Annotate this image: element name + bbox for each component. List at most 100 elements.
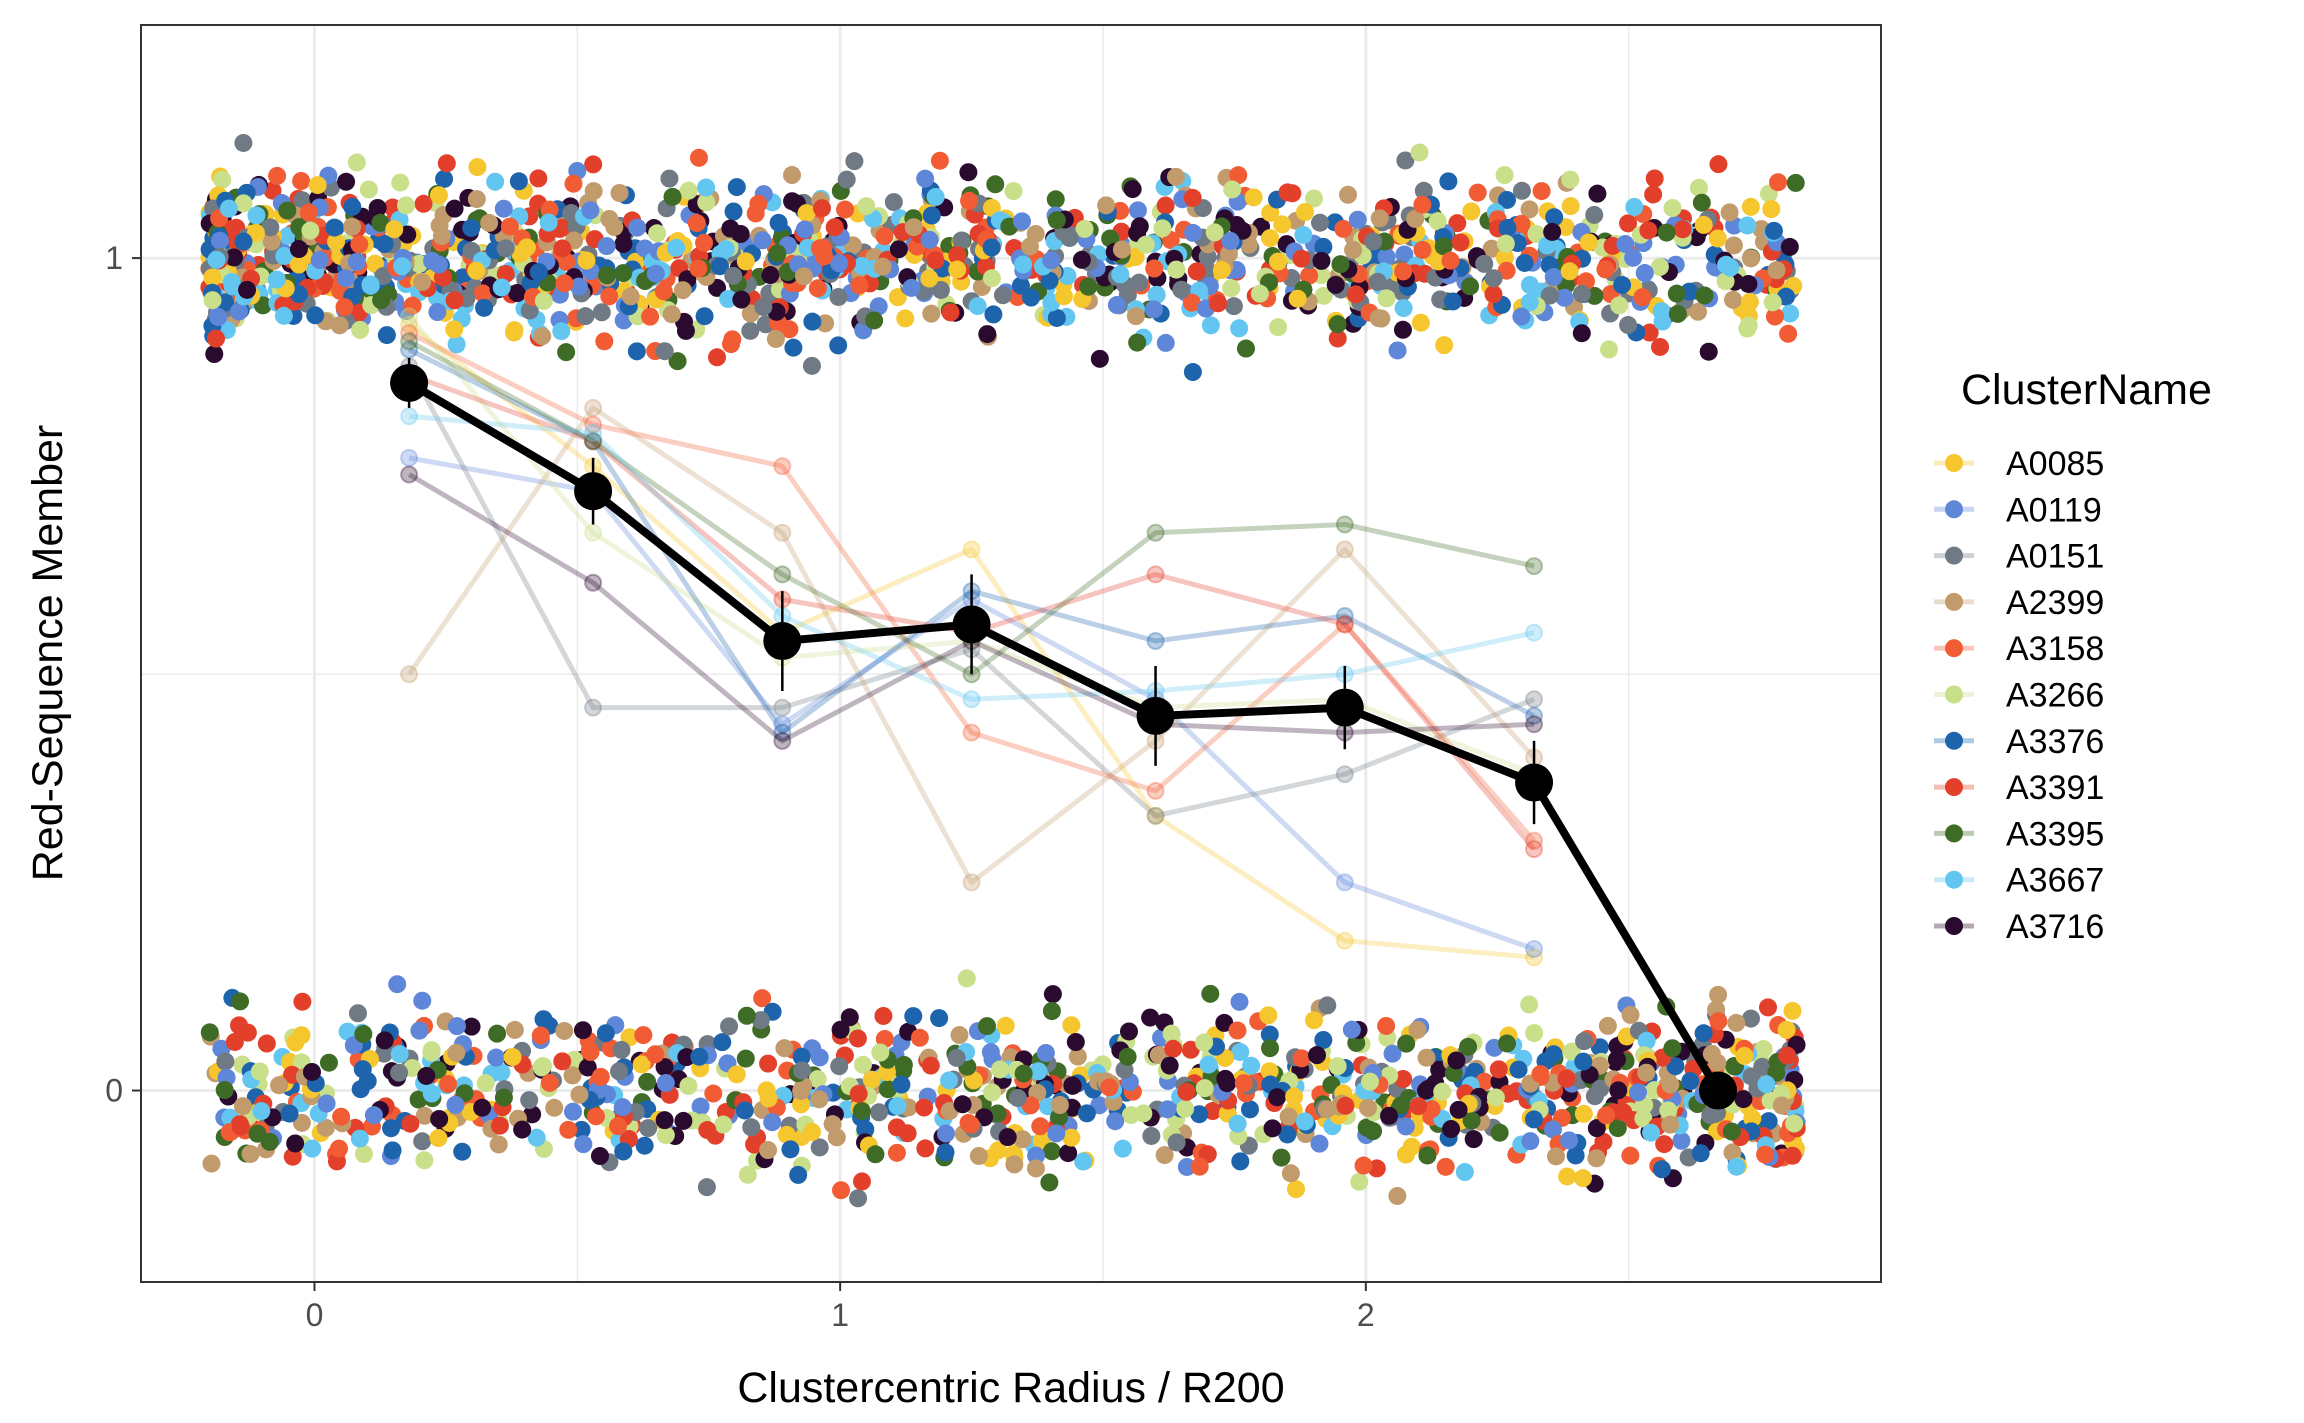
data-point xyxy=(1555,288,1574,307)
data-point xyxy=(1509,1060,1528,1079)
data-point xyxy=(1050,1096,1069,1115)
data-point xyxy=(1544,268,1563,287)
data-point xyxy=(1621,1005,1640,1024)
data-point xyxy=(646,1045,665,1064)
data-point xyxy=(347,153,366,172)
data-point xyxy=(473,1098,492,1117)
data-point xyxy=(1527,224,1546,243)
data-point xyxy=(596,1024,615,1043)
data-point xyxy=(716,240,735,259)
data-point xyxy=(1740,292,1759,311)
data-point xyxy=(1328,1057,1347,1076)
data-point xyxy=(704,1084,723,1103)
data-point xyxy=(845,152,864,171)
data-point xyxy=(902,278,921,297)
data-point xyxy=(916,169,935,188)
series-point-A3158 xyxy=(1525,831,1544,850)
data-point xyxy=(1261,1039,1280,1058)
data-point xyxy=(612,1040,631,1059)
legend-label: A3158 xyxy=(2006,630,2104,668)
data-point xyxy=(1317,1100,1336,1119)
data-point xyxy=(1639,221,1658,240)
data-point xyxy=(1231,1152,1250,1171)
data-point xyxy=(513,1120,532,1139)
data-point xyxy=(1414,181,1433,200)
data-point xyxy=(1295,1112,1314,1131)
data-point xyxy=(435,169,454,188)
data-point xyxy=(984,305,1003,324)
data-point xyxy=(1307,1046,1326,1065)
data-point xyxy=(252,1102,271,1121)
data-point xyxy=(1575,1032,1594,1051)
legend-key-point xyxy=(1945,639,1963,658)
data-point xyxy=(1540,286,1559,305)
data-point xyxy=(1368,272,1387,291)
series-point-A3266 xyxy=(400,307,419,326)
data-point xyxy=(753,989,772,1008)
data-point xyxy=(430,1109,449,1128)
data-point xyxy=(319,1053,338,1072)
data-point xyxy=(1031,1117,1050,1136)
data-point xyxy=(983,1083,1002,1102)
data-point xyxy=(590,1147,609,1166)
legend-items: A0085 A0119 A0151 A2399 A3158 A3266 A3376 A3391… xyxy=(1934,445,2104,946)
data-point xyxy=(445,291,464,310)
data-point xyxy=(1261,203,1280,222)
data-point xyxy=(1244,188,1263,207)
data-point xyxy=(795,220,814,239)
data-point xyxy=(1183,363,1202,382)
data-point xyxy=(1294,226,1313,245)
data-point xyxy=(527,1128,546,1147)
data-point xyxy=(894,1055,913,1074)
data-point xyxy=(646,264,665,283)
mean-point xyxy=(574,472,613,511)
data-point xyxy=(1694,1024,1713,1043)
data-point xyxy=(1497,190,1516,209)
data-point xyxy=(447,1043,466,1062)
data-point xyxy=(1029,1062,1048,1081)
data-point xyxy=(1566,1146,1585,1165)
data-point xyxy=(1709,985,1728,1004)
data-point xyxy=(926,187,945,206)
data-point xyxy=(947,1048,966,1067)
data-point xyxy=(910,1028,929,1047)
legend-item-A0151: A0151 xyxy=(1934,538,2104,576)
data-point xyxy=(1609,1081,1628,1100)
series-point-A3376 xyxy=(1146,632,1165,651)
data-point xyxy=(802,356,821,375)
legend: ClusterName A0085 A0119 A0151 A2399 A3158 A32… xyxy=(1934,366,2212,946)
data-point xyxy=(991,1060,1010,1079)
data-point xyxy=(1655,1135,1674,1154)
data-point xyxy=(1451,233,1470,252)
data-point xyxy=(803,312,822,331)
data-point xyxy=(393,257,412,276)
data-point xyxy=(830,1057,849,1076)
data-point xyxy=(302,1062,321,1081)
data-point xyxy=(1326,275,1345,294)
data-point xyxy=(948,260,967,279)
mean-point xyxy=(952,605,991,644)
data-point xyxy=(1417,1081,1436,1100)
data-point xyxy=(354,1025,373,1044)
data-point xyxy=(415,1151,434,1170)
data-point xyxy=(648,224,667,243)
data-point xyxy=(1435,336,1454,355)
data-point xyxy=(1597,1106,1616,1125)
data-point xyxy=(1598,1016,1617,1035)
data-point xyxy=(953,1095,972,1114)
data-point xyxy=(523,1105,542,1124)
data-point xyxy=(292,172,311,191)
data-point xyxy=(1338,185,1357,204)
data-point xyxy=(422,1084,441,1103)
data-point xyxy=(1727,1013,1746,1032)
data-point xyxy=(231,1117,250,1136)
data-point xyxy=(1388,341,1407,360)
data-point xyxy=(1364,1122,1383,1141)
data-point xyxy=(887,1143,906,1162)
data-point xyxy=(508,284,527,303)
data-point xyxy=(1042,1142,1061,1161)
data-point xyxy=(429,186,448,205)
data-point xyxy=(1699,342,1718,361)
data-point xyxy=(1062,1128,1081,1147)
data-point xyxy=(1543,1120,1562,1139)
